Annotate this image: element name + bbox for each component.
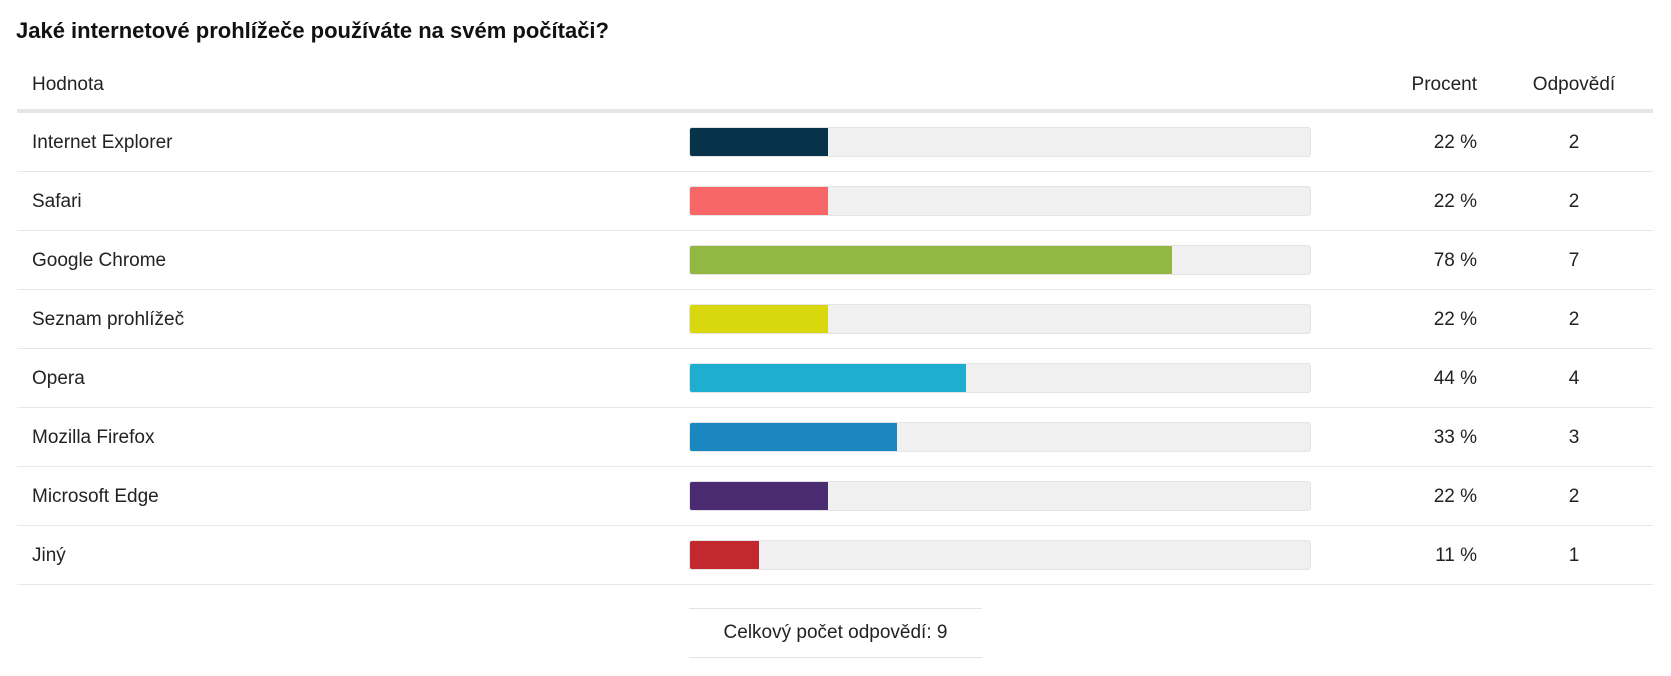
- row-percent: 33 %: [1433, 427, 1477, 448]
- bar-microsoft-edge: [690, 482, 828, 510]
- row-percent: 11 %: [1435, 545, 1477, 566]
- header-percent: Procent: [1411, 74, 1477, 95]
- bar-track: [689, 481, 1311, 511]
- header-count: Odpovědí: [1532, 74, 1616, 95]
- question-title: Jaké internetové prohlížeče používáte na…: [16, 18, 609, 43]
- table-row: Jiný 11 % 1: [17, 526, 1653, 585]
- table-row: Mozilla Firefox 33 % 3: [17, 408, 1653, 467]
- row-label: Microsoft Edge: [32, 486, 159, 507]
- bar-track: [689, 363, 1311, 393]
- table-row: Microsoft Edge 22 % 2: [17, 467, 1653, 526]
- table-row: Safari 22 % 2: [17, 172, 1653, 231]
- bar-google-chrome: [690, 246, 1173, 274]
- table-row: Opera 44 % 4: [17, 349, 1653, 408]
- row-count: 4: [1568, 368, 1580, 389]
- bar-track: [689, 127, 1311, 157]
- bar-internet-explorer: [690, 128, 828, 156]
- row-count: 2: [1568, 486, 1580, 507]
- bar-track: [689, 186, 1311, 216]
- table-row: Google Chrome 78 % 7: [17, 231, 1653, 290]
- row-percent: 22 %: [1433, 191, 1477, 212]
- bar-track: [689, 540, 1311, 570]
- row-count: 2: [1568, 309, 1580, 330]
- row-count: 2: [1568, 191, 1580, 212]
- row-percent: 22 %: [1433, 309, 1477, 330]
- bar-track: [689, 245, 1311, 275]
- row-label: Safari: [32, 191, 82, 212]
- row-count: 2: [1568, 132, 1580, 153]
- header-value: Hodnota: [32, 74, 104, 95]
- row-label: Google Chrome: [32, 250, 167, 271]
- row-label: Mozilla Firefox: [32, 427, 155, 448]
- bar-mozilla-firefox: [690, 423, 897, 451]
- row-count: 1: [1568, 545, 1580, 566]
- row-count: 3: [1568, 427, 1580, 448]
- row-label: Opera: [32, 368, 85, 389]
- bar-jin: [690, 541, 759, 569]
- table-body: Internet Explorer 22 % 2 Safari 22 % 2 Google …: [17, 113, 1653, 585]
- row-label: Jiný: [32, 545, 66, 566]
- results-table: Hodnota Procent Odpovědí Internet Explor…: [17, 60, 1653, 585]
- total-responses: Celkový počet odpovědí: 9: [689, 608, 982, 658]
- row-label: Seznam prohlížeč: [32, 309, 185, 330]
- row-count: 7: [1568, 250, 1580, 271]
- row-percent: 22 %: [1433, 132, 1477, 153]
- row-percent: 78 %: [1433, 250, 1477, 271]
- bar-seznam-prohl-e: [690, 305, 828, 333]
- row-label: Internet Explorer: [32, 132, 173, 153]
- bar-opera: [690, 364, 966, 392]
- bar-track: [689, 304, 1311, 334]
- bar-track: [689, 422, 1311, 452]
- bar-safari: [690, 187, 828, 215]
- table-row: Seznam prohlížeč 22 % 2: [17, 290, 1653, 349]
- table-header: Hodnota Procent Odpovědí: [17, 60, 1653, 113]
- table-row: Internet Explorer 22 % 2: [17, 113, 1653, 172]
- row-percent: 44 %: [1433, 368, 1477, 389]
- row-percent: 22 %: [1433, 486, 1477, 507]
